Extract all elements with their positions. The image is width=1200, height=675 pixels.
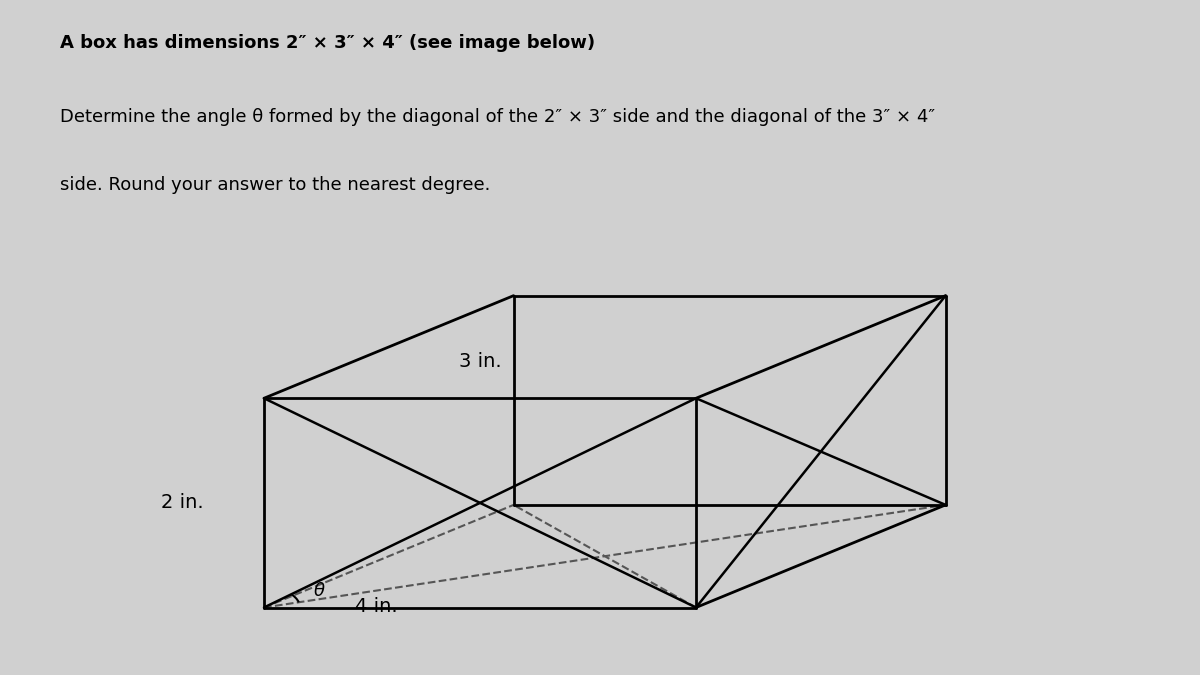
Text: 4 in.: 4 in. xyxy=(355,597,398,616)
Text: θ: θ xyxy=(313,582,325,600)
Text: Determine the angle θ formed by the diagonal of the 2″ × 3″ side and the diagona: Determine the angle θ formed by the diag… xyxy=(60,108,935,126)
Text: 3 in.: 3 in. xyxy=(458,352,502,371)
Text: A box has dimensions 2″ × 3″ × 4″ (see image below): A box has dimensions 2″ × 3″ × 4″ (see i… xyxy=(60,34,595,52)
Text: side. Round your answer to the nearest degree.: side. Round your answer to the nearest d… xyxy=(60,176,491,194)
Text: 2 in.: 2 in. xyxy=(161,493,204,512)
